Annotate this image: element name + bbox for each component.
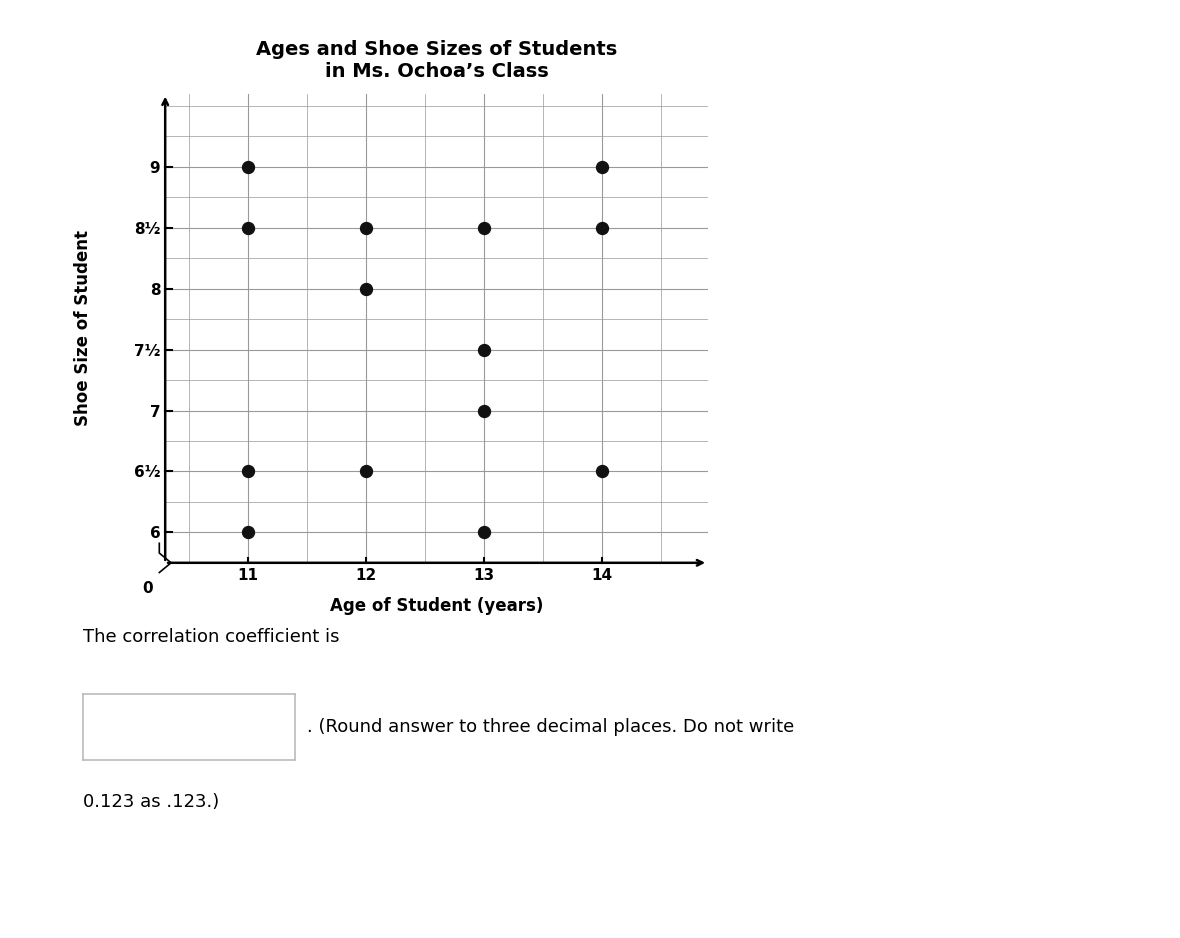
Point: [356, 220, 375, 235]
Point: [592, 220, 611, 235]
Point: [356, 464, 375, 479]
Text: 0.123 as .123.): 0.123 as .123.): [83, 793, 218, 810]
Point: [238, 525, 257, 540]
Point: [592, 159, 611, 174]
Point: [238, 159, 257, 174]
X-axis label: Age of Student (years): Age of Student (years): [330, 597, 543, 614]
Text: The correlation coefficient is: The correlation coefficient is: [83, 628, 339, 646]
Point: [238, 220, 257, 235]
Title: Ages and Shoe Sizes of Students
in Ms. Ochoa’s Class: Ages and Shoe Sizes of Students in Ms. O…: [256, 40, 617, 81]
Point: [474, 342, 493, 357]
Point: [238, 464, 257, 479]
Text: 0: 0: [142, 581, 153, 596]
Point: [592, 464, 611, 479]
Point: [474, 220, 493, 235]
Y-axis label: Shoe Size of Student: Shoe Size of Student: [74, 231, 92, 426]
Point: [474, 525, 493, 540]
Point: [474, 403, 493, 418]
Point: [356, 281, 375, 296]
Text: . (Round answer to three decimal places. Do not write: . (Round answer to three decimal places.…: [307, 718, 794, 736]
